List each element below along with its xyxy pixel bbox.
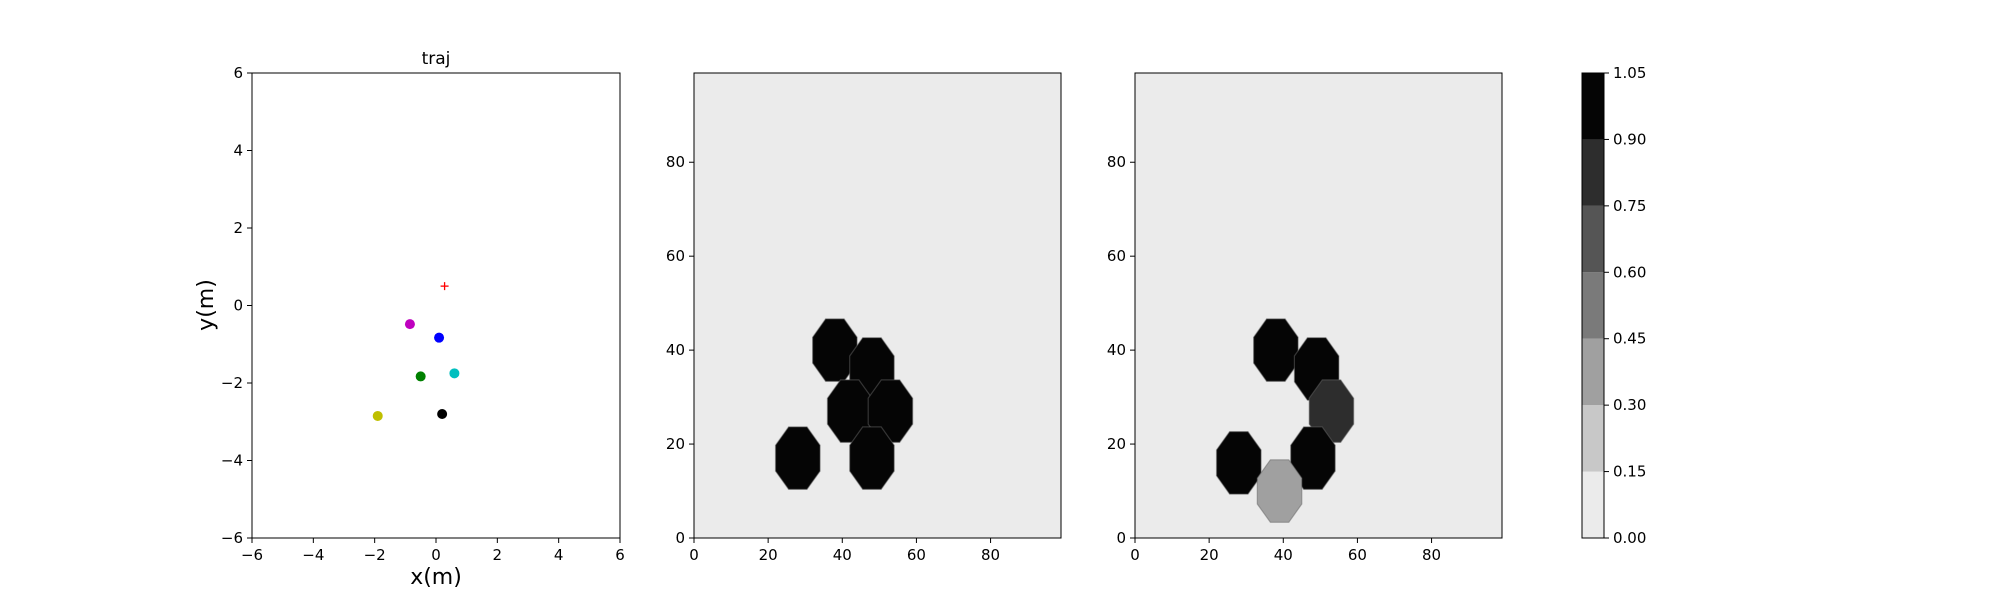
colorbar-band	[1582, 139, 1604, 206]
x-tick-label: −6	[241, 546, 263, 564]
y-tick-label: 20	[666, 435, 685, 453]
trajectory-title: traj	[422, 49, 451, 69]
x-tick-label: 0	[689, 546, 699, 564]
colorbar-tick-label: 0.75	[1613, 197, 1646, 215]
y-tick-label: 4	[233, 142, 243, 160]
predicted-map-panel: 0 20 40 60 80 0 20 40 60 80	[1107, 72, 1503, 564]
y-axis-label: y(m)	[194, 279, 219, 331]
colorbar-tick-label: 1.05	[1613, 64, 1646, 82]
y-tick-label: −2	[221, 374, 243, 392]
y-tick-label: 80	[666, 153, 685, 171]
agent-point	[434, 332, 445, 343]
x-tick-label: 40	[833, 546, 852, 564]
x-tick-label: 60	[1348, 546, 1367, 564]
occupancy-blob	[1252, 318, 1299, 382]
colorbar-tick-label: 0.45	[1613, 330, 1646, 348]
x-tick-label: 2	[493, 546, 503, 564]
trajectory-plot-area	[251, 72, 621, 539]
y-tick-label: −4	[221, 452, 243, 470]
x-axis-label: x(m)	[410, 565, 462, 590]
x-tick-label: 6	[615, 546, 625, 564]
y-tick-label: −6	[221, 529, 243, 547]
colorbar: 0.00 0.15 0.30 0.45 0.60 0.75 0.90 1.05	[1581, 64, 1646, 547]
agent-point	[437, 409, 448, 419]
x-tick-label: 40	[1274, 546, 1293, 564]
colorbar-tick-label: 0.30	[1613, 396, 1646, 414]
colorbar-tick-label: 0.15	[1613, 463, 1646, 481]
colorbar-band	[1582, 272, 1604, 339]
goal-marker	[440, 282, 449, 291]
occupancy-blob	[1256, 459, 1303, 523]
x-tick-label: 60	[907, 546, 926, 564]
colorbar-frame	[1581, 72, 1605, 539]
y-tick-label: 40	[666, 341, 685, 359]
x-tick-label: 20	[759, 546, 778, 564]
colorbar-tick-label: 0.60	[1613, 263, 1646, 281]
y-tick-label: 60	[666, 247, 685, 265]
y-tick-label: 80	[1107, 153, 1126, 171]
x-tick-label: 20	[1200, 546, 1219, 564]
x-tick-label: 4	[554, 546, 564, 564]
colorbar-band	[1582, 471, 1604, 538]
y-tick-label: 0	[675, 529, 685, 547]
y-tick-label: 2	[233, 219, 243, 237]
occupancy-blob	[774, 426, 821, 490]
x-tick-label: 0	[1130, 546, 1140, 564]
occupancy-blob	[1215, 431, 1262, 495]
colorbar-tick-label: 0.00	[1613, 529, 1646, 547]
occupancy-blob	[811, 318, 858, 382]
trajectory-panel: traj −6 −4 −2 0 2 4 6 −6 −4 −2 0 2 4 6 x(m) y(m)	[194, 49, 625, 590]
occupancy-blob	[1290, 426, 1336, 490]
colorbar-band	[1582, 73, 1604, 140]
x-tick-label: 0	[431, 546, 441, 564]
colorbar-band	[1582, 205, 1604, 273]
y-tick-label: 6	[233, 64, 243, 82]
x-tick-label: 80	[981, 546, 1000, 564]
occupancy-blob	[849, 426, 895, 490]
x-tick-label: −4	[302, 546, 324, 564]
agent-point	[372, 410, 383, 421]
y-tick-label: 0	[233, 297, 243, 315]
x-tick-label: 80	[1422, 546, 1441, 564]
y-tick-label: 40	[1107, 341, 1126, 359]
agent-point	[404, 319, 415, 330]
x-tick-label: −2	[364, 546, 386, 564]
colorbar-band	[1582, 338, 1604, 406]
agent-point	[415, 371, 426, 382]
colorbar-tick-label: 0.90	[1613, 130, 1646, 148]
y-tick-label: 20	[1107, 435, 1126, 453]
occupancy-map-panel: 0 20 40 60 80 0 20 40 60 80	[666, 72, 1062, 564]
y-tick-label: 60	[1107, 247, 1126, 265]
colorbar-band	[1582, 405, 1604, 472]
agent-point	[449, 368, 460, 379]
y-tick-label: 0	[1116, 529, 1126, 547]
